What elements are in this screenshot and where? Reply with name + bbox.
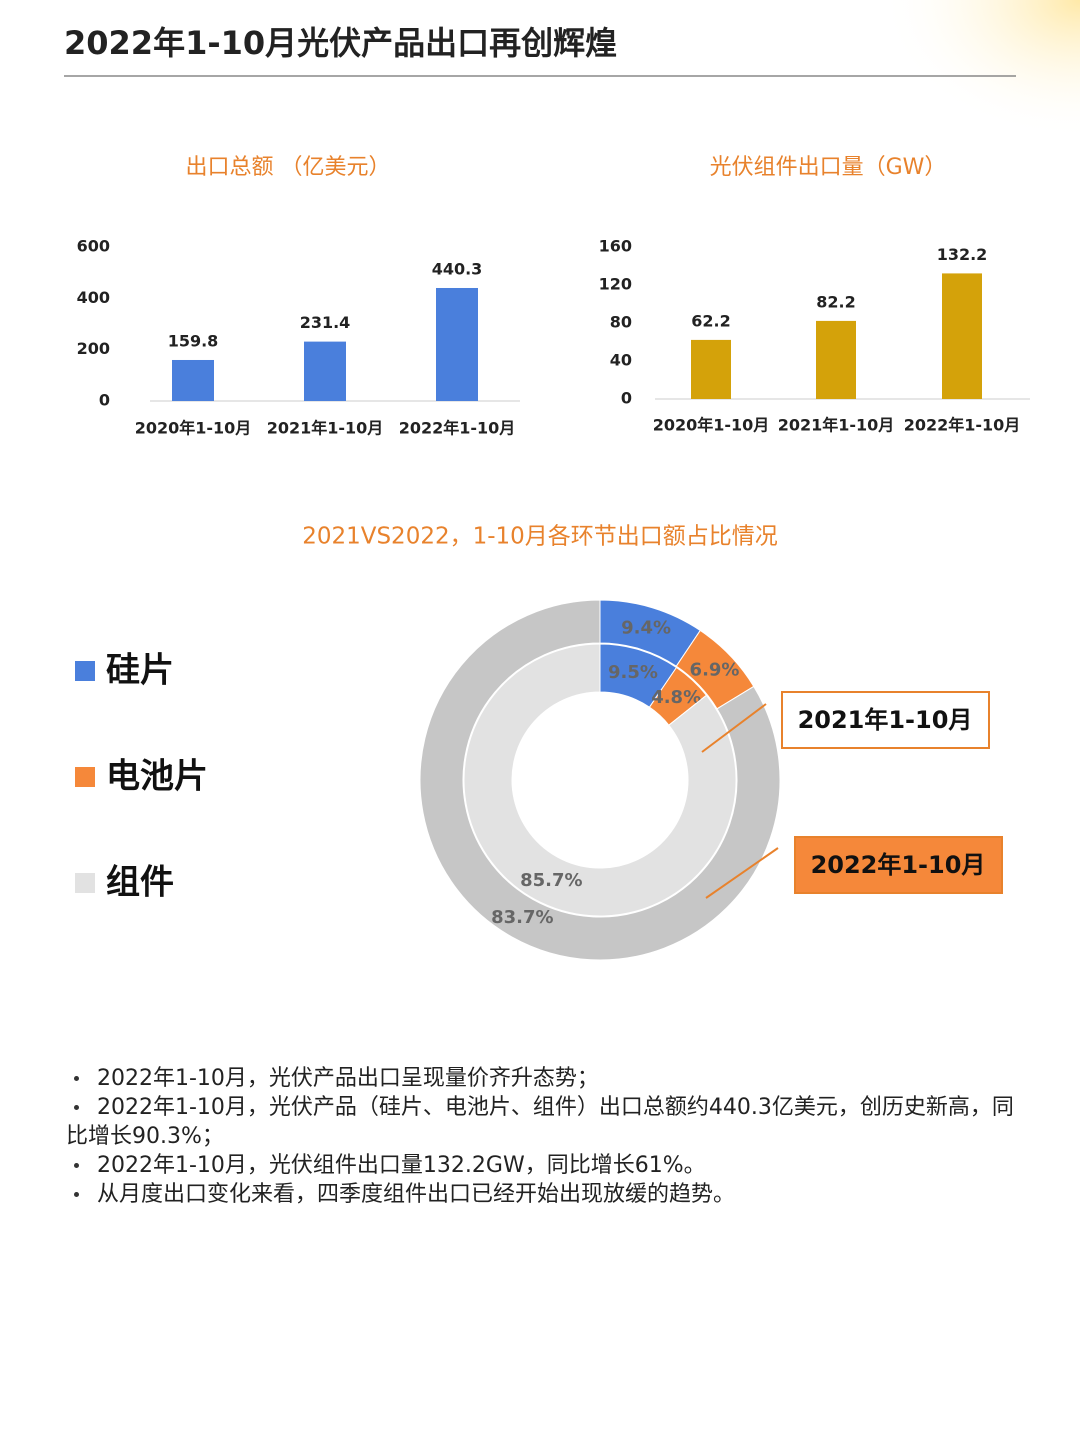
y-tick-label: 200 [77,339,110,358]
chart-title: 光伏组件出口量（GW） [710,155,947,180]
x-tick-label: 2021年1-10月 [778,416,895,435]
legend-label: 2021年1-10月 [798,706,973,734]
value-label: 159.8 [168,331,219,350]
bar [304,341,346,401]
y-tick-label: 400 [77,288,110,307]
legend-label: 硅片 [106,651,174,691]
chart-title: 出口总额 （亿美元） [186,155,391,180]
bar [942,273,982,399]
y-tick-label: 160 [599,237,632,256]
callout-line [705,847,779,899]
segment-label: 9.4% [621,617,671,638]
bar [436,287,478,401]
donut-segment [419,599,781,961]
value-label: 440.3 [432,259,483,278]
canvas: 2022年1-10月光伏产品出口再创辉煌 出口总额 （亿美元）020040060… [64,0,1080,961]
callout-box [794,836,1003,894]
segment-label: 6.9% [690,659,740,680]
callout-box [781,691,990,749]
legend-swatch [75,661,95,681]
page-title: 2022年1-10月光伏产品出口再创辉煌 [64,24,617,62]
y-tick-label: 40 [610,351,632,370]
note: 从月度出口变化来看，四季度组件出口已经开始出现放缓的趋势。 [66,1180,1022,1209]
decor [880,0,1080,140]
x-tick-label: 2020年1-10月 [135,419,252,438]
value-label: 132.2 [937,245,988,264]
note: 2022年1-10月，光伏产品（硅片、电池片、组件）出口总额约440.3亿美元，… [66,1093,1022,1151]
legend-label: 组件 [106,863,174,903]
callout-line [701,703,767,753]
donut-segment [463,643,737,917]
segment-label: 85.7% [520,870,582,891]
segment-label: 4.8% [651,687,701,708]
bar [691,339,731,399]
note: 2022年1-10月，光伏产品出口呈现量价齐升态势； [66,1064,1022,1093]
legend-label: 2022年1-10月 [811,851,986,879]
y-tick-label: 600 [77,237,110,256]
note: 2022年1-10月，光伏组件出口量132.2GW，同比增长61%。 [66,1151,1022,1180]
y-tick-label: 80 [610,313,632,332]
bar [816,320,856,399]
x-tick-label: 2021年1-10月 [267,419,384,438]
x-tick-label: 2022年1-10月 [904,416,1021,435]
y-tick-label: 0 [99,391,110,410]
y-tick-label: 0 [621,389,632,408]
legend-swatch [75,873,95,893]
notes: 2022年1-10月，光伏产品出口呈现量价齐升态势； 2022年1-10月，光伏产… [66,1064,1022,1209]
value-label: 231.4 [300,313,351,332]
legend-label: 电池片 [106,757,208,797]
x-tick-label: 2022年1-10月 [399,419,516,438]
segment-label: 83.7% [491,907,553,928]
y-tick-label: 120 [599,275,632,294]
legend-swatch [75,767,95,787]
value-label: 62.2 [691,311,730,330]
bar [172,359,214,401]
chart-title: 2021VS2022，1-10月各环节出口额占比情况 [302,524,778,550]
segment-label: 9.5% [608,662,658,683]
x-tick-label: 2020年1-10月 [653,416,770,435]
value-label: 82.2 [816,292,855,311]
